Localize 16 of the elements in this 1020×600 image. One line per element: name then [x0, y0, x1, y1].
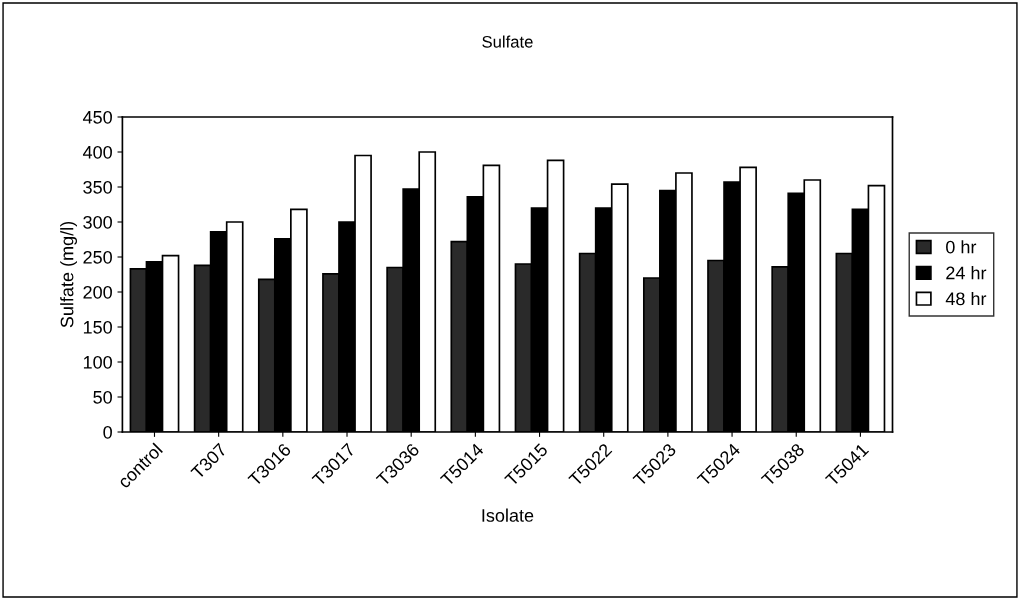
y-tick-label: 300 [83, 215, 112, 229]
legend-label: 48 hr [945, 291, 987, 306]
legend-label: 0 hr [946, 240, 977, 254]
y-tick-label: 100 [83, 355, 112, 369]
y-tick-label: 350 [83, 180, 112, 194]
y-tick-label: 200 [83, 285, 112, 299]
y-tick-label: 150 [83, 320, 112, 334]
y-tick-label: 50 [93, 390, 112, 404]
chart-title: Sulfate [482, 35, 533, 48]
y-tick-label: 450 [82, 110, 112, 124]
y-tick-label: 400 [82, 145, 112, 159]
y-tick-label: 250 [83, 250, 112, 264]
y-axis-title: Sulfate (mg/l) [60, 221, 77, 328]
x-axis-title: Isolate [482, 508, 534, 522]
y-tick-label: 0 [103, 425, 112, 439]
legend-label: 24 hr [946, 266, 987, 280]
